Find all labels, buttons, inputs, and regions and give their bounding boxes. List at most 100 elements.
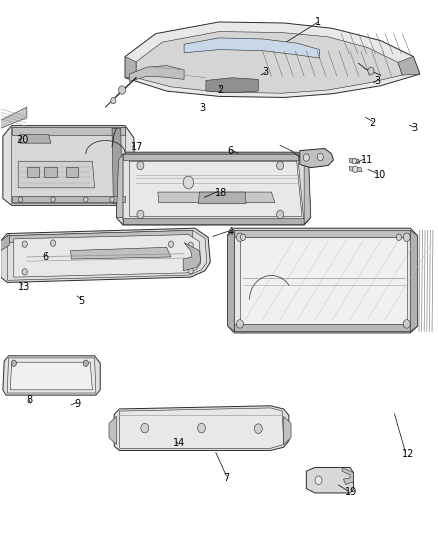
Text: 8: 8 [26,395,32,406]
Polygon shape [1,228,210,282]
Polygon shape [349,159,360,164]
Polygon shape [123,154,297,160]
Polygon shape [12,127,127,204]
Text: 7: 7 [223,473,230,482]
Polygon shape [398,56,420,75]
Polygon shape [123,154,304,224]
Circle shape [50,240,56,246]
Polygon shape [112,128,122,204]
Text: 5: 5 [78,296,85,306]
Circle shape [254,424,262,433]
Circle shape [317,154,323,161]
Polygon shape [71,247,171,259]
Polygon shape [14,235,201,277]
Circle shape [141,423,149,433]
Circle shape [237,233,244,241]
Polygon shape [114,406,289,450]
Text: 12: 12 [403,449,415,458]
Polygon shape [228,230,234,332]
Circle shape [22,241,27,247]
Polygon shape [158,192,275,203]
Polygon shape [234,324,410,332]
Polygon shape [120,408,284,448]
Text: 18: 18 [215,188,227,198]
Circle shape [396,234,402,240]
Circle shape [137,210,144,219]
Polygon shape [125,56,136,78]
Polygon shape [3,356,100,395]
Circle shape [137,161,144,169]
Text: 1: 1 [315,17,321,27]
Circle shape [51,197,55,202]
FancyBboxPatch shape [44,166,57,177]
Circle shape [188,268,193,274]
Text: 20: 20 [16,135,28,145]
Circle shape [119,86,126,94]
Circle shape [22,269,27,275]
Polygon shape [18,161,95,188]
Circle shape [403,320,410,328]
Polygon shape [130,66,184,82]
Text: 11: 11 [361,155,373,165]
Text: 19: 19 [345,488,357,497]
Circle shape [183,176,194,189]
Circle shape [237,320,244,328]
Polygon shape [228,228,418,333]
Text: 2: 2 [217,85,223,95]
Polygon shape [206,78,258,93]
Circle shape [198,423,205,433]
Circle shape [315,476,322,484]
Circle shape [303,154,309,161]
Text: 4: 4 [228,227,234,237]
Polygon shape [300,149,333,167]
FancyBboxPatch shape [66,166,78,177]
Circle shape [111,98,116,104]
Polygon shape [234,230,410,332]
Polygon shape [12,127,125,135]
Polygon shape [183,243,201,271]
Circle shape [403,233,410,241]
Text: 3: 3 [374,77,380,86]
Polygon shape [3,126,135,205]
Polygon shape [109,416,117,445]
Text: 13: 13 [18,282,30,292]
Polygon shape [198,192,246,204]
Polygon shape [7,230,207,280]
Polygon shape [123,217,304,224]
Polygon shape [7,230,193,243]
Polygon shape [184,38,319,58]
Text: 2: 2 [370,118,376,128]
Text: 17: 17 [131,142,143,152]
Circle shape [11,360,16,367]
Circle shape [168,241,173,247]
Polygon shape [7,358,96,393]
FancyBboxPatch shape [27,166,39,177]
Text: 9: 9 [74,399,80,409]
Polygon shape [1,107,27,128]
Circle shape [18,197,22,202]
Circle shape [368,67,374,75]
Circle shape [84,197,88,202]
Polygon shape [306,467,353,493]
Circle shape [353,166,358,172]
Polygon shape [136,31,403,93]
Polygon shape [410,230,418,332]
Polygon shape [11,362,92,390]
Text: 6: 6 [42,252,48,262]
Polygon shape [349,166,362,172]
Polygon shape [125,22,420,98]
Polygon shape [1,235,10,251]
Circle shape [352,159,357,164]
Polygon shape [20,135,51,143]
Circle shape [277,161,284,169]
Circle shape [188,242,193,248]
Text: 14: 14 [173,438,185,448]
Circle shape [240,234,246,240]
Polygon shape [342,467,353,484]
Text: 3: 3 [411,123,417,133]
Polygon shape [12,196,125,201]
Polygon shape [234,230,410,237]
Text: 3: 3 [263,68,269,77]
Circle shape [110,197,114,202]
Circle shape [277,210,284,219]
